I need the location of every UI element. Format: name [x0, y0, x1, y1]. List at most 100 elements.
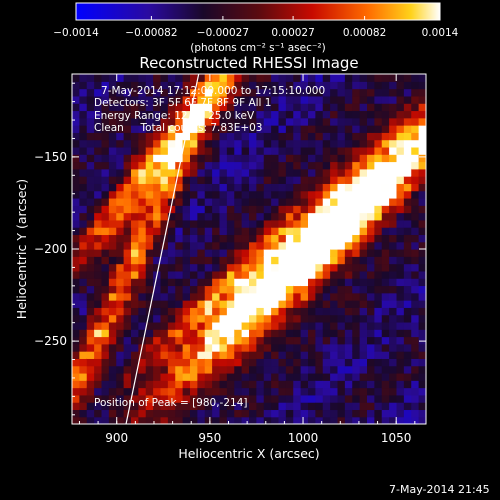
heatmap-cell [389, 161, 398, 170]
heatmap-cell [145, 285, 154, 294]
heatmap-cell [278, 409, 287, 418]
heatmap-cell [79, 300, 88, 308]
heatmap-cell [300, 263, 309, 272]
heatmap-cell [359, 256, 368, 265]
heatmap-cell [72, 321, 80, 330]
heatmap-cell [131, 205, 139, 214]
heatmap-cell [278, 394, 287, 403]
heatmap-cell [418, 103, 426, 112]
heatmap-cell [108, 74, 117, 82]
heatmap-cell [337, 176, 346, 184]
heatmap-cell [153, 74, 162, 82]
heatmap-cell [359, 329, 368, 338]
heatmap-cell [308, 168, 316, 177]
heatmap-cell [101, 125, 110, 133]
heatmap-cell [79, 74, 88, 82]
heatmap-cell [374, 402, 383, 411]
heatmap-cell [131, 103, 139, 112]
heatmap-cell [86, 358, 95, 367]
heatmap-cell [337, 314, 346, 323]
heatmap-cell [403, 125, 412, 133]
heatmap-cell [219, 256, 228, 265]
heatmap-cell [249, 409, 257, 418]
heatmap-cell [278, 88, 287, 97]
heatmap-cell [300, 292, 309, 301]
heatmap-cell [241, 387, 250, 396]
heatmap-cell [352, 205, 361, 214]
heatmap-cell [381, 402, 390, 411]
heatmap-cell [403, 300, 412, 308]
heatmap-cell [293, 219, 302, 228]
heatmap-cell [145, 380, 154, 389]
heatmap-cell [204, 110, 213, 119]
heatmap-cell [418, 256, 426, 265]
heatmap-cell [403, 234, 412, 243]
heatmap-cell [86, 372, 95, 381]
heatmap-cell [344, 380, 353, 389]
x-tick-label: 900 [105, 431, 128, 445]
heatmap-cell [138, 285, 147, 294]
heatmap-cell [131, 183, 139, 192]
heatmap-cell [241, 270, 250, 279]
heatmap-cell [293, 321, 302, 330]
heatmap-cell [212, 176, 221, 184]
heatmap-cell [167, 387, 176, 396]
heatmap-cell [411, 146, 420, 155]
heatmap-cell [278, 176, 287, 184]
heatmap-cell [212, 278, 221, 287]
heatmap-cell [108, 402, 117, 411]
heatmap-cell [330, 139, 339, 148]
heatmap-cell [367, 74, 375, 82]
heatmap-cell [108, 321, 117, 330]
heatmap-cell [344, 161, 353, 170]
heatmap-cell [131, 249, 139, 257]
heatmap-cell [263, 372, 272, 381]
heatmap-cell [381, 197, 390, 206]
heatmap-cell [219, 249, 228, 257]
heatmap-cell [234, 402, 243, 411]
heatmap-cell [322, 132, 331, 141]
heatmap-cell [101, 351, 110, 359]
heatmap-cell [308, 234, 316, 243]
heatmap-cell [86, 234, 95, 243]
heatmap-cell [308, 176, 316, 184]
heatmap-cell [219, 351, 228, 359]
heatmap-cell [389, 387, 398, 396]
heatmap-cell [175, 307, 184, 316]
heatmap-cell [190, 380, 198, 389]
heatmap-cell [197, 161, 206, 170]
heatmap-cell [285, 146, 294, 155]
heatmap-cell [300, 132, 309, 141]
heatmap-cell [249, 110, 257, 119]
heatmap-cell [145, 139, 154, 148]
heatmap-cell [263, 103, 272, 112]
heatmap-cell [249, 336, 257, 345]
heatmap-cell [256, 263, 265, 272]
heatmap-cell [72, 270, 80, 279]
heatmap-cell [212, 95, 221, 104]
heatmap-cell [101, 234, 110, 243]
heatmap-cell [263, 256, 272, 265]
heatmap-cell [352, 321, 361, 330]
heatmap-cell [197, 234, 206, 243]
heatmap-cell [344, 270, 353, 279]
heatmap-cell [396, 168, 405, 177]
heatmap-cell [381, 292, 390, 301]
heatmap-cell [381, 74, 390, 82]
heatmap-cell [337, 358, 346, 367]
heatmap-cell [352, 285, 361, 294]
heatmap-cell [212, 416, 221, 424]
heatmap-cell [322, 110, 331, 119]
heatmap-cell [263, 212, 272, 221]
heatmap-cell [359, 103, 368, 112]
heatmap-cell [285, 285, 294, 294]
heatmap-cell [411, 285, 420, 294]
heatmap-cell [344, 154, 353, 163]
heatmap-cell [300, 285, 309, 294]
heatmap-cell [337, 343, 346, 352]
heatmap-cell [256, 103, 265, 112]
heatmap-cell [411, 168, 420, 177]
heatmap-cell [308, 95, 316, 104]
heatmap-cell [256, 212, 265, 221]
heatmap-cell [263, 139, 272, 148]
